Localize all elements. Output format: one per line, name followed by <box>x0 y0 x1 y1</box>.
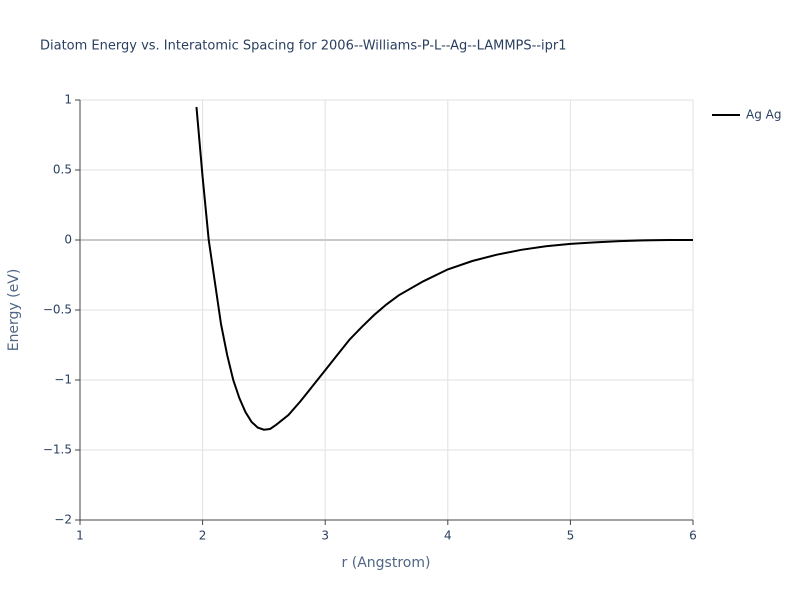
y-tick-label: 1 <box>64 93 72 107</box>
x-tick-label: 6 <box>689 529 697 543</box>
x-tick-label: 4 <box>444 529 452 543</box>
x-tick-label: 1 <box>76 529 84 543</box>
x-tick-label: 3 <box>321 529 329 543</box>
legend-label: Ag Ag <box>746 108 781 122</box>
y-tick-label: −1 <box>54 373 72 387</box>
x-tick-label: 5 <box>567 529 575 543</box>
y-axis-title: Energy (eV) <box>6 269 22 352</box>
data-line <box>195 106 693 431</box>
y-tick-label: −1.5 <box>43 443 72 457</box>
y-tick-label: 0 <box>64 233 72 247</box>
y-tick-label: −0.5 <box>43 303 72 317</box>
chart-title: Diatom Energy vs. Interatomic Spacing fo… <box>40 39 567 54</box>
y-tick-label: −2 <box>54 513 72 527</box>
x-axis-title: r (Angstrom) <box>342 555 431 571</box>
x-tick-label: 2 <box>199 529 207 543</box>
y-tick-label: 0.5 <box>53 163 72 177</box>
